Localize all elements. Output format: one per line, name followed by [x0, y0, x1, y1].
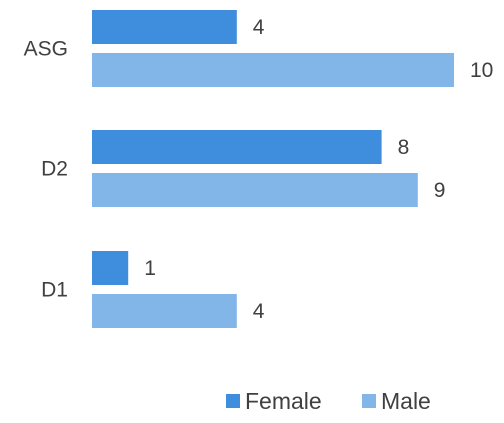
bar-female-d1 — [92, 251, 129, 285]
bar-female-asg — [92, 10, 237, 44]
data-label-female-asg: 4 — [253, 16, 265, 39]
category-label-d1: D1 — [41, 279, 68, 302]
data-label-male-d2: 9 — [434, 179, 446, 202]
category-label-d2: D2 — [41, 158, 68, 181]
bar-male-d2 — [92, 173, 418, 207]
bar-male-d1 — [92, 294, 237, 328]
data-label-female-d2: 8 — [398, 136, 410, 159]
bars-layer — [92, 10, 454, 328]
category-label-asg: ASG — [24, 38, 68, 61]
data-label-male-d1: 4 — [253, 300, 265, 323]
bar-male-asg — [92, 53, 454, 87]
legend: Female Male — [226, 388, 431, 414]
legend-label-male: Male — [381, 388, 431, 414]
legend-swatch-male — [362, 394, 376, 408]
data-label-male-asg: 10 — [470, 59, 493, 82]
labels-layer: ASG 4 10 D2 8 9 D1 1 4 — [24, 16, 494, 323]
bar-female-d2 — [92, 130, 382, 164]
legend-label-female: Female — [245, 388, 322, 414]
data-label-female-d1: 1 — [144, 257, 156, 280]
legend-swatch-female — [226, 394, 240, 408]
